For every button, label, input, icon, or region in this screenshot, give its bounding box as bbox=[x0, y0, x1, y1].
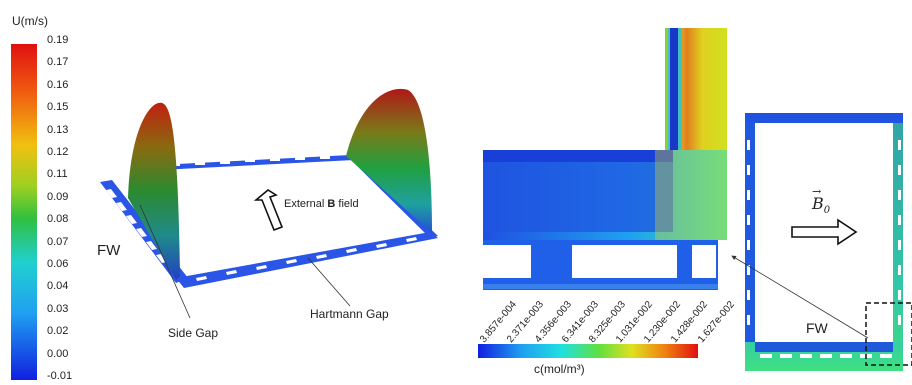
velocity-tick-label: 0.06 bbox=[47, 258, 69, 270]
velocity-tick-label: -0.01 bbox=[47, 370, 73, 382]
riser-wall-stripe bbox=[670, 28, 678, 160]
velocity-tick-label: 0.15 bbox=[47, 101, 69, 114]
external-field-prefix: External bbox=[284, 198, 328, 210]
b0-label: → B0 bbox=[812, 185, 831, 217]
velocity-profile-left bbox=[128, 102, 180, 280]
velocity-colorbar-title: U(m/s) bbox=[12, 14, 48, 28]
side-gap-label: Side Gap bbox=[168, 326, 219, 340]
lower-slot-middle bbox=[572, 245, 677, 278]
velocity-tick-label: 0.19 bbox=[47, 34, 69, 46]
velocity-tick-label: 0.16 bbox=[47, 78, 69, 91]
velocity-tick-label: 0.03 bbox=[47, 302, 69, 315]
velocity-tick-label: 0.17 bbox=[47, 56, 69, 69]
velocity-tick-label: 0.09 bbox=[47, 190, 69, 203]
hartmann-gap-label: Hartmann Gap bbox=[310, 307, 389, 321]
external-field-suffix: field bbox=[335, 198, 359, 210]
fw-label-left: FW bbox=[97, 242, 121, 259]
velocity-tick-label: 0.07 bbox=[47, 235, 69, 248]
field-arrow bbox=[253, 189, 284, 232]
external-field-bold: B bbox=[327, 198, 336, 210]
side-gap-leader bbox=[139, 204, 191, 319]
zoom-box bbox=[865, 302, 912, 366]
side-wall-slots bbox=[106, 189, 167, 263]
hartmann-gap-leader bbox=[307, 257, 351, 307]
velocity-profile-right bbox=[346, 88, 432, 233]
concentration-colorbar bbox=[478, 344, 698, 358]
velocity-tick-label: 0.13 bbox=[47, 123, 69, 136]
b0-arrow bbox=[791, 218, 858, 246]
velocity-tick-label: 0.00 bbox=[47, 347, 69, 360]
lower-slot-left bbox=[483, 245, 531, 278]
concentration-colorbar-title: c(mol/m³) bbox=[534, 362, 585, 376]
velocity-tick-label: 0.12 bbox=[47, 146, 69, 158]
b0-symbol: B bbox=[812, 194, 824, 213]
fw-label-right: FW bbox=[806, 320, 828, 336]
velocity-tick-label: 0.08 bbox=[47, 213, 69, 226]
external-field-label: External B field bbox=[284, 198, 359, 210]
velocity-tick-label: 0.04 bbox=[47, 280, 69, 293]
b0-subscript: 0 bbox=[823, 205, 831, 217]
velocity-tick-label: 0.02 bbox=[47, 325, 69, 338]
velocity-colorbar bbox=[11, 44, 37, 380]
front-rail bbox=[176, 232, 438, 288]
lower-slot-right bbox=[692, 245, 716, 278]
zoom-leader bbox=[731, 255, 869, 339]
duct-top-wall bbox=[483, 150, 673, 162]
vector-arrow-glyph: → bbox=[812, 185, 822, 198]
velocity-tick-label: 0.11 bbox=[47, 168, 68, 181]
front-rail-slots bbox=[196, 237, 417, 281]
